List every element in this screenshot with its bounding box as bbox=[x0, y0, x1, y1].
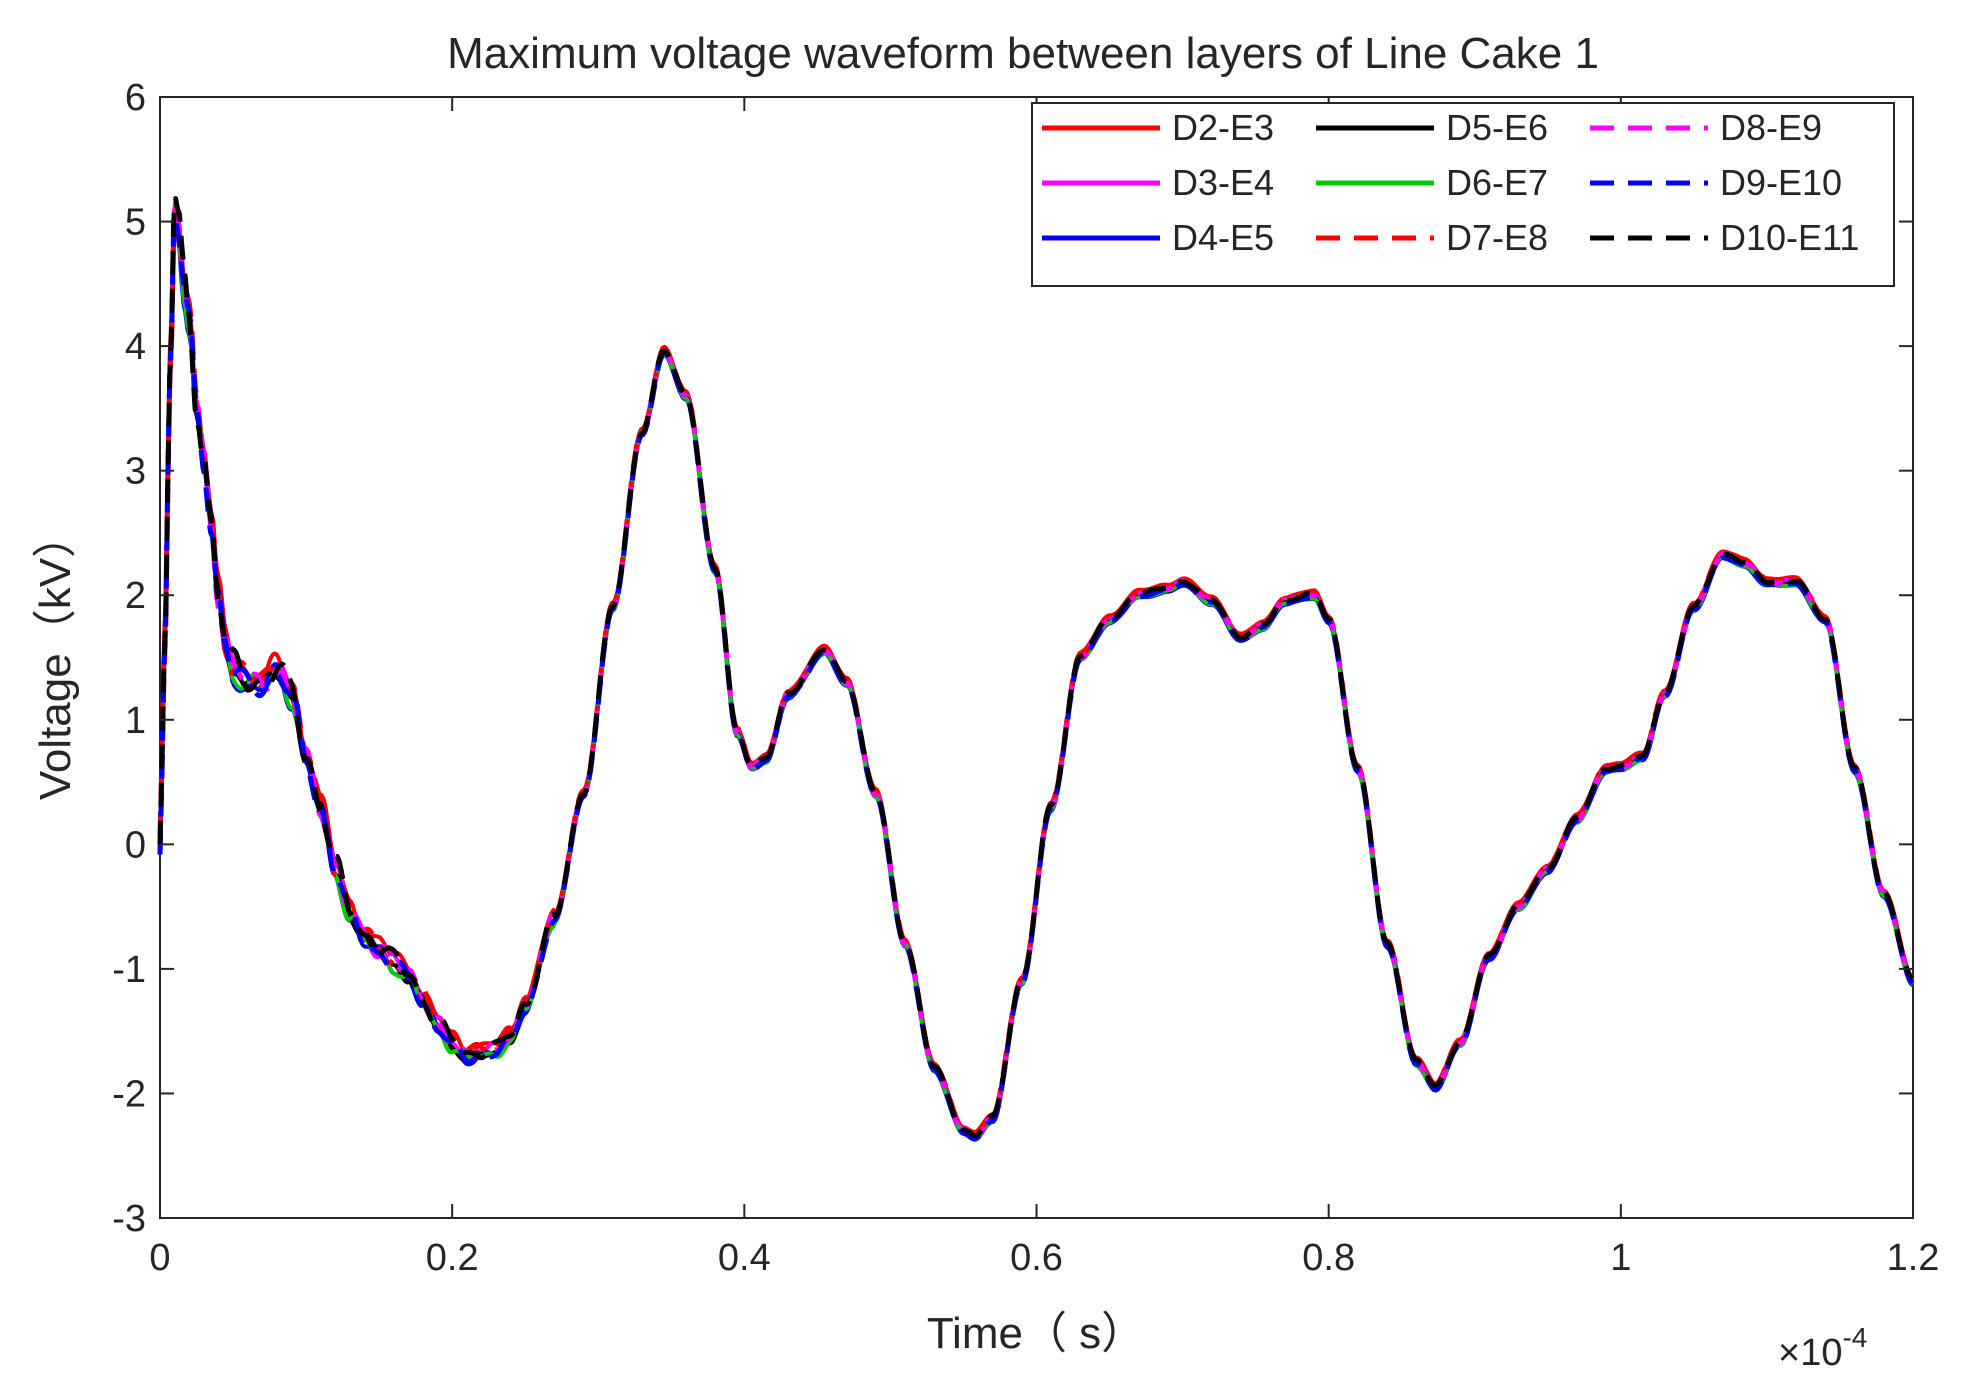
legend-label-d2-e3: D2-E3 bbox=[1172, 107, 1274, 148]
legend-items: D2-E3 D3-E4 D4-E5 D5-E6 D6-E7 D7-E8 D8-E9 D9-E1… bbox=[1042, 107, 1859, 258]
legend-label-d3-e4: D3-E4 bbox=[1172, 162, 1274, 203]
legend: D2-E3 D3-E4 D4-E5 D5-E6 D6-E7 D7-E8 D8-E9 D9-E1… bbox=[1031, 102, 1895, 287]
x-tick-label: 0.8 bbox=[1302, 1237, 1355, 1279]
y-tick-label: -2 bbox=[112, 1073, 146, 1115]
y-tick-label: -3 bbox=[112, 1198, 146, 1240]
legend-label-d6-e7: D6-E7 bbox=[1446, 162, 1548, 203]
y-tick-label: 5 bbox=[125, 202, 146, 244]
x-tick-label: 0.2 bbox=[426, 1237, 479, 1279]
x-tick-label: 1 bbox=[1610, 1237, 1631, 1279]
x-tick-label: 0.4 bbox=[718, 1237, 771, 1279]
legend-box bbox=[1031, 102, 1895, 287]
series-layer bbox=[157, 196, 1915, 1142]
legend-label-d9-e10: D9-E10 bbox=[1720, 162, 1842, 203]
x-tick-label: 1.2 bbox=[1887, 1237, 1940, 1279]
legend-label-d8-e9: D8-E9 bbox=[1720, 107, 1822, 148]
legend-label-d10-e11: D10-E11 bbox=[1720, 217, 1859, 258]
x-exponent-label: ×10-4 bbox=[1778, 1322, 1867, 1374]
x-axis-label: Time（ s） bbox=[927, 1309, 1145, 1358]
tick-layer: 0 0.2 0.4 0.6 0.8 1 1.2 -3 -2 -1 0 1 2 3 4 5 6 bbox=[112, 77, 1939, 1279]
chart-title: Maximum voltage waveform between layers … bbox=[447, 29, 1599, 78]
x-exponent-base: ×10 bbox=[1778, 1332, 1842, 1374]
y-tick-label: 3 bbox=[125, 451, 146, 493]
series-line-d10-e11 bbox=[157, 196, 1915, 1139]
x-exponent-power: -4 bbox=[1842, 1322, 1867, 1353]
y-tick-label: 4 bbox=[125, 326, 146, 368]
legend-label-d4-e5: D4-E5 bbox=[1172, 217, 1274, 258]
y-tick-label: 6 bbox=[125, 77, 146, 119]
x-tick-label: 0 bbox=[149, 1237, 170, 1279]
y-tick-label: 1 bbox=[125, 700, 146, 742]
y-tick-label: 0 bbox=[125, 824, 146, 866]
y-tick-label: -1 bbox=[112, 949, 146, 991]
x-tick-label: 0.6 bbox=[1010, 1237, 1063, 1279]
y-tick-label: 2 bbox=[125, 575, 146, 617]
legend-label-d5-e6: D5-E6 bbox=[1446, 107, 1548, 148]
legend-label-d7-e8: D7-E8 bbox=[1446, 217, 1548, 258]
y-axis-label: Voltage（kV） bbox=[31, 514, 80, 800]
